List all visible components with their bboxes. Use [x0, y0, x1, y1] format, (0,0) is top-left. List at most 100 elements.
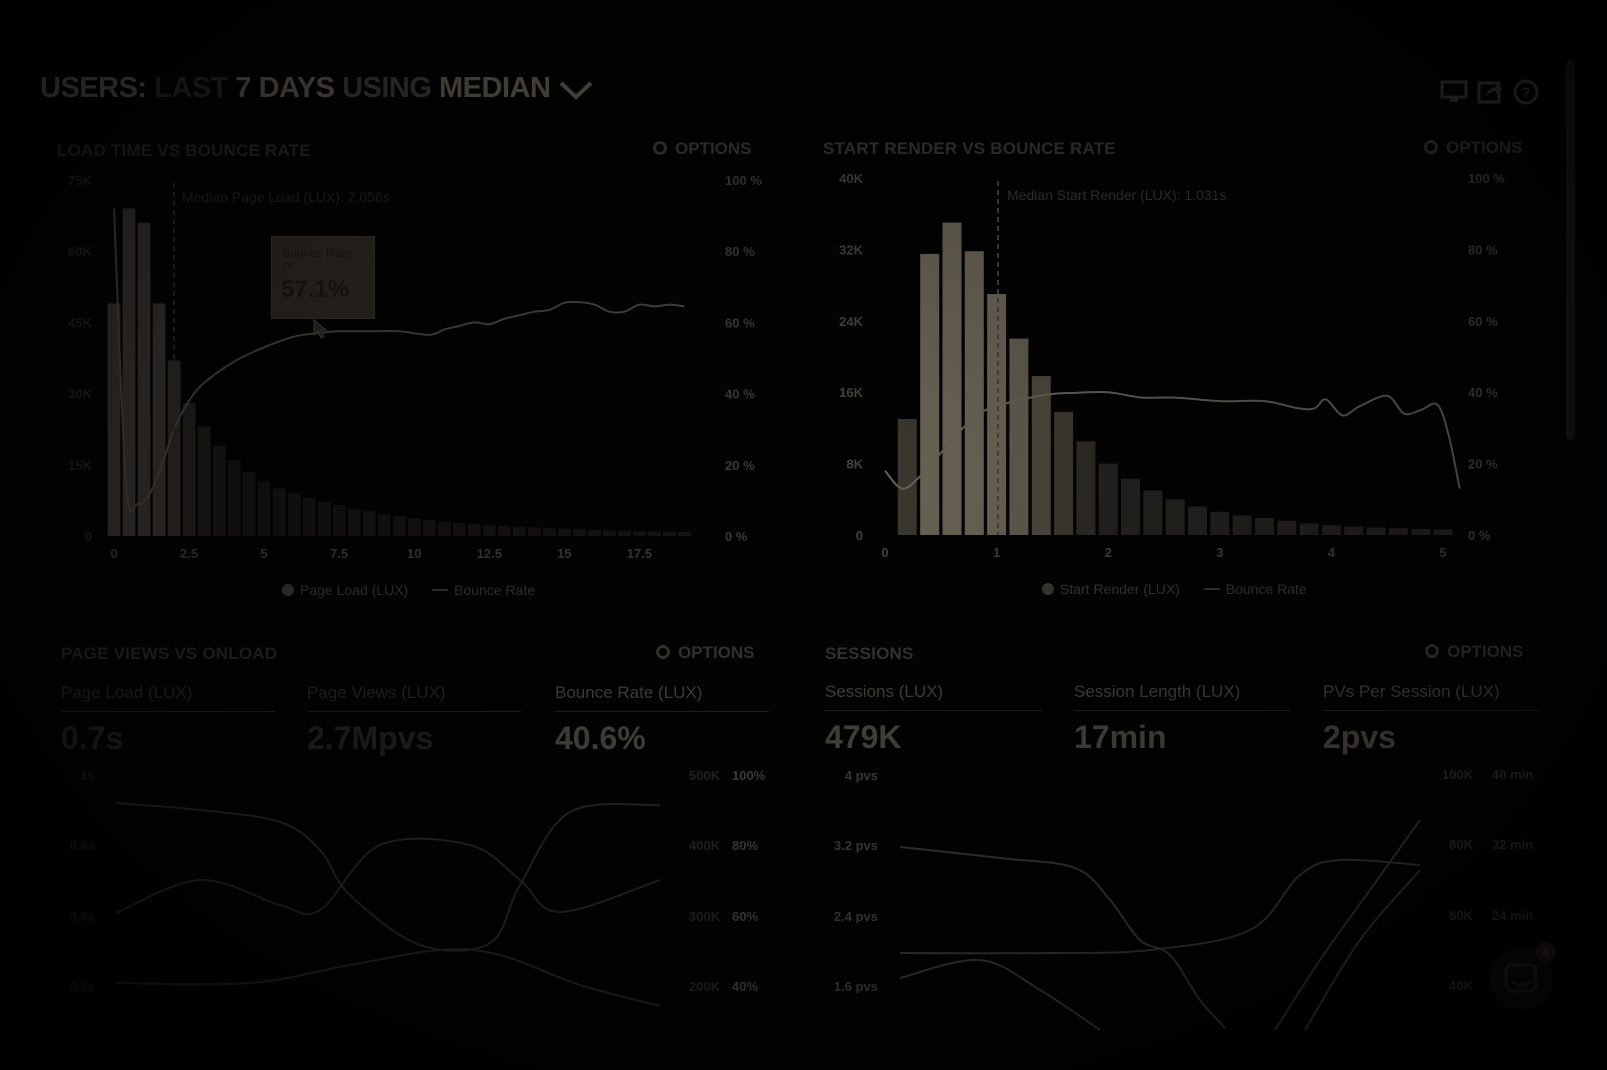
chart-bar: [513, 527, 526, 536]
metric-value: 0.7s: [61, 720, 124, 756]
gear-icon: [1425, 644, 1439, 658]
y2-tick-label: 100 %: [725, 173, 762, 188]
y2-tick-label: 60K: [1449, 908, 1473, 923]
options-label: OPTIONS: [1447, 642, 1524, 661]
chart-bar: [1232, 515, 1252, 535]
trend-line: [115, 802, 661, 952]
chart-bar: [920, 253, 940, 535]
y2-tick-label: 100 %: [1468, 171, 1505, 186]
chart-bar: [482, 525, 496, 536]
y-tick-label: 75K: [68, 173, 92, 188]
chart-bar: [964, 251, 984, 535]
chart-bar: [573, 529, 586, 536]
metric-value: 2pvs: [1323, 719, 1396, 755]
tooltip-value: 57.1%: [281, 276, 350, 303]
chart-bar: [122, 208, 136, 536]
y2-tick-label: 20 %: [1468, 457, 1498, 472]
y2-tick-label: 200K: [689, 979, 721, 994]
y3-tick-label: 100%: [732, 768, 766, 783]
chart-bar: [942, 222, 962, 535]
y-tick-label: 0: [856, 528, 863, 543]
legend-line-icon: [1203, 588, 1220, 590]
trend-line: [1304, 869, 1421, 1031]
y2-tick-label: 40 %: [1468, 385, 1498, 400]
y2-tick-label: 80K: [1449, 837, 1473, 852]
y-tick-label: 8K: [846, 457, 863, 472]
options-button-page-views[interactable]: OPTIONS: [656, 643, 755, 663]
legend-line-icon: [432, 589, 449, 591]
chart-bar: [558, 528, 571, 536]
chart-bar: [377, 514, 391, 536]
chart-bar: [1366, 527, 1386, 535]
metric-label: Sessions (LUX): [825, 682, 944, 701]
y2-tick-label: 60 %: [725, 315, 755, 330]
legend-dot-icon: [282, 584, 294, 596]
chart-bar: [1121, 478, 1140, 535]
chart-bar: [1411, 528, 1431, 535]
y3-tick-label: 24 min: [1492, 908, 1533, 923]
metric-value: 479K: [825, 719, 902, 755]
chart-bar: [1188, 506, 1207, 535]
chart-bar: [1031, 376, 1051, 535]
metric-label: PVs Per Session (LUX): [1323, 682, 1500, 701]
chart-bar: [302, 498, 316, 536]
notification-badge: 4: [1536, 942, 1556, 962]
tooltip-title: Bounce Rate: [282, 246, 352, 260]
legend-load: Page Load (LUX) Bounce Rate: [282, 582, 535, 598]
metric-divider: [61, 711, 275, 712]
metric-divider: [555, 711, 769, 712]
gear-icon: [656, 645, 670, 659]
chart-bar: [678, 532, 691, 536]
x-tick-label: 4: [1328, 545, 1336, 560]
chart-bar: [633, 531, 646, 536]
x-tick-label: 0: [110, 546, 117, 561]
y2-tick-label: 0 %: [1468, 528, 1491, 543]
cursor-icon: [313, 318, 328, 339]
chart-bar: [152, 303, 166, 536]
trend-line: [115, 948, 661, 1007]
trend-line: [899, 958, 1101, 1031]
x-tick-label: 12.5: [477, 546, 502, 561]
tooltip-sub: 7s: [282, 261, 293, 272]
x-tick-label: 5: [1439, 545, 1446, 560]
x-tick-label: 17.5: [627, 546, 652, 561]
metric-value: 40.6%: [555, 720, 646, 756]
options-button-sessions[interactable]: OPTIONS: [1425, 642, 1524, 662]
y-tick-label: 15K: [68, 458, 92, 473]
panel-title-page-views: PAGE VIEWS VS ONLOAD: [61, 644, 278, 663]
x-tick-label: 2.5: [180, 546, 198, 561]
tooltip: Bounce Rate 7s 57.1%: [271, 236, 375, 319]
legend-item: Start Render (LUX): [1060, 581, 1180, 597]
y-tick-label: 0.6s: [70, 909, 95, 924]
metric-label: Page Load (LUX): [61, 683, 193, 702]
chart-bar: [272, 488, 286, 536]
legend-dot-icon: [1042, 583, 1054, 595]
chart-bar: [467, 524, 481, 536]
chart-bar: [1299, 523, 1319, 535]
metric-value: 2.7Mpvs: [307, 720, 434, 756]
y2-tick-label: 300K: [689, 909, 721, 924]
y2-tick-label: 400K: [689, 838, 721, 853]
metric-divider: [307, 711, 521, 712]
y2-tick-label: 40 %: [725, 387, 755, 402]
scrollbar[interactable]: [1566, 60, 1575, 440]
y-tick-label: 0: [85, 529, 92, 544]
trend-line: [1274, 819, 1421, 1031]
metric-label: Session Length (LUX): [1074, 682, 1241, 701]
x-tick-label: 15: [557, 546, 571, 561]
y2-tick-label: 40K: [1449, 978, 1473, 993]
chart-bar: [452, 523, 466, 536]
y-tick-label: 30K: [68, 387, 92, 402]
y-tick-label: 24K: [839, 314, 863, 329]
x-tick-label: 2: [1105, 545, 1112, 560]
chart-bar: [663, 531, 676, 536]
y-tick-label: 4 pvs: [845, 768, 878, 783]
x-tick-label: 1: [993, 545, 1000, 560]
x-tick-label: 10: [407, 546, 421, 561]
chart-bar: [257, 481, 271, 536]
chart-bar: [528, 527, 541, 536]
chart-bar: [897, 419, 917, 535]
chart-bar: [1054, 411, 1074, 535]
y2-tick-label: 80 %: [725, 244, 755, 259]
y-tick-label: 0.4s: [70, 979, 95, 994]
